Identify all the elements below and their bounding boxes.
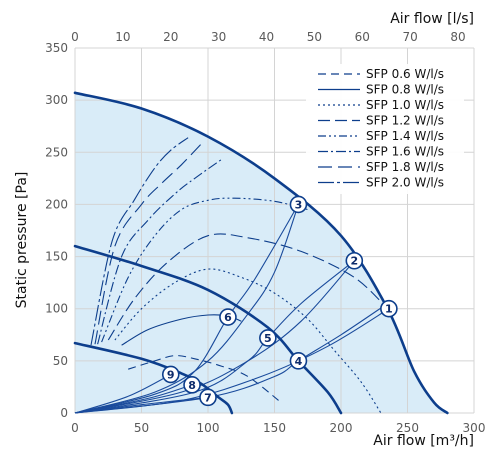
duct-curve-4	[74, 303, 388, 414]
y-tick-label: 200	[45, 197, 68, 211]
operating-area-fill	[75, 92, 448, 414]
duct-curve-3	[74, 204, 299, 414]
sfp-curve-8	[90, 137, 189, 346]
legend-background	[306, 64, 464, 194]
x2-tick-label: 50	[307, 30, 322, 44]
marker-circle	[259, 329, 277, 347]
marker-label: 3	[295, 198, 303, 211]
x2-tick-label: 60	[355, 30, 370, 44]
marker-3: 3	[289, 195, 308, 214]
x-tick-label: 100	[197, 421, 220, 435]
x2-tick-label: 80	[450, 30, 465, 44]
marker-circle	[380, 299, 398, 318]
sfp-curve-1	[128, 355, 282, 404]
marker-label: 4	[295, 355, 303, 368]
fan-curve-2	[73, 244, 343, 415]
x2-axis-title: Air flow [l/s]	[390, 11, 474, 27]
duct-curve-6	[74, 204, 299, 414]
marker-label: 8	[188, 379, 196, 392]
x-tick-label: 250	[396, 421, 419, 435]
marker-circle	[161, 365, 180, 384]
legend-label: SFP 1.4 W/l/s	[366, 129, 444, 143]
y-tick-label: 100	[45, 302, 68, 316]
legend-label: SFP 2.0 W/l/s	[366, 176, 444, 190]
duct-curve-5	[74, 260, 355, 414]
duct-curve-7	[74, 396, 209, 414]
operating-point-markers: 1 2 3 4 5 6 789	[161, 195, 398, 407]
duct-curve-8	[74, 384, 193, 414]
x2-tick-label: 40	[259, 30, 274, 44]
x2-tick-label: 70	[403, 30, 418, 44]
marker-9: 9	[161, 365, 180, 384]
marker-circle	[345, 251, 364, 270]
marker-label: 6	[224, 311, 232, 324]
marker-circle	[199, 388, 217, 407]
marker-1: 1	[380, 299, 398, 318]
y-tick-label: 350	[45, 41, 68, 55]
marker-5: 5	[259, 329, 277, 347]
fan-curves	[73, 91, 449, 415]
sfp-curve-4	[107, 233, 388, 341]
marker-8: 8	[183, 376, 201, 394]
x-tick-label: 50	[134, 421, 149, 435]
sfp-curve-6	[97, 159, 222, 345]
x-tick-label: 300	[463, 421, 486, 435]
y-tick-label: 300	[45, 93, 68, 107]
marker-4: 4	[289, 352, 308, 370]
x-tick-label: 0	[71, 421, 79, 435]
legend-label: SFP 1.0 W/l/s	[366, 98, 444, 112]
marker-circle	[289, 195, 308, 214]
fan-curve-1	[73, 91, 449, 415]
operating-area	[75, 92, 448, 414]
sfp-curve-7	[94, 143, 202, 345]
y-tick-label: 0	[60, 406, 68, 420]
y-tick-label: 50	[53, 354, 68, 368]
marker-circle	[289, 352, 308, 370]
legend-label: SFP 1.6 W/l/s	[366, 145, 444, 159]
fan-curve-3	[73, 341, 234, 415]
x2-tick-label: 10	[115, 30, 130, 44]
duct-curves	[74, 204, 390, 414]
marker-label: 2	[350, 255, 358, 268]
marker-label: 9	[167, 368, 175, 381]
legend-label: SFP 1.8 W/l/s	[366, 160, 444, 174]
marker-label: 5	[264, 332, 272, 345]
y-tick-label: 150	[45, 250, 68, 264]
marker-circle	[183, 376, 201, 394]
x2-tick-label: 30	[211, 30, 226, 44]
x-axis-title: Air flow [m³/h]	[373, 433, 474, 449]
legend-label: SFP 0.8 W/l/s	[366, 83, 444, 97]
y-tick-label: 250	[45, 145, 68, 159]
sfp-curve-5	[101, 197, 308, 343]
y-axis-title: Static pressure [Pa]	[14, 172, 30, 309]
marker-2: 2	[345, 251, 364, 270]
marker-7: 7	[199, 388, 217, 407]
x2-tick-label: 20	[163, 30, 178, 44]
duct-curve-9	[74, 373, 172, 414]
legend-label: SFP 0.6 W/l/s	[366, 67, 444, 81]
marker-label: 7	[204, 391, 212, 404]
x-tick-label: 150	[263, 421, 286, 435]
marker-circle	[219, 308, 237, 326]
x2-tick-label: 0	[71, 30, 79, 44]
marker-label: 1	[385, 303, 393, 316]
sfp-curves	[90, 137, 388, 414]
sfp-curve-3	[114, 268, 382, 414]
x-tick-label: 200	[330, 421, 353, 435]
tick-labels: 0 50 100 150 200 250 300 0 10 20 30 40 50 60 70 80 0 50 10…	[45, 30, 485, 435]
marker-6: 6	[219, 308, 237, 326]
legend-label: SFP 1.2 W/l/s	[366, 114, 444, 128]
